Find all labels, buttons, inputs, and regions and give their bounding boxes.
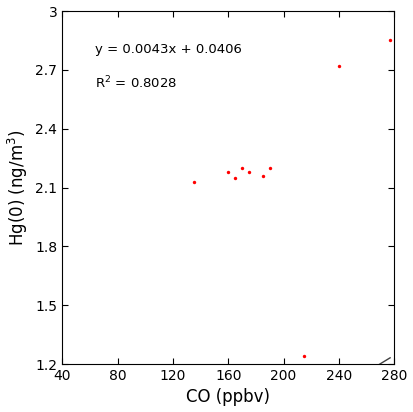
Text: y = 0.0043x + 0.0406: y = 0.0043x + 0.0406: [95, 43, 242, 56]
Point: [259, 173, 266, 179]
Point: [266, 165, 273, 171]
Point: [336, 63, 342, 69]
Y-axis label: Hg(0) (ng/m$^3$): Hg(0) (ng/m$^3$): [5, 129, 30, 246]
Point: [190, 178, 197, 185]
Text: R$^2$ = 0.8028: R$^2$ = 0.8028: [95, 75, 178, 91]
Point: [387, 37, 394, 44]
Point: [225, 169, 232, 175]
X-axis label: CO (ppbv): CO (ppbv): [186, 389, 270, 407]
Point: [301, 352, 308, 359]
Point: [246, 169, 252, 175]
Point: [239, 165, 245, 171]
Point: [232, 174, 238, 181]
